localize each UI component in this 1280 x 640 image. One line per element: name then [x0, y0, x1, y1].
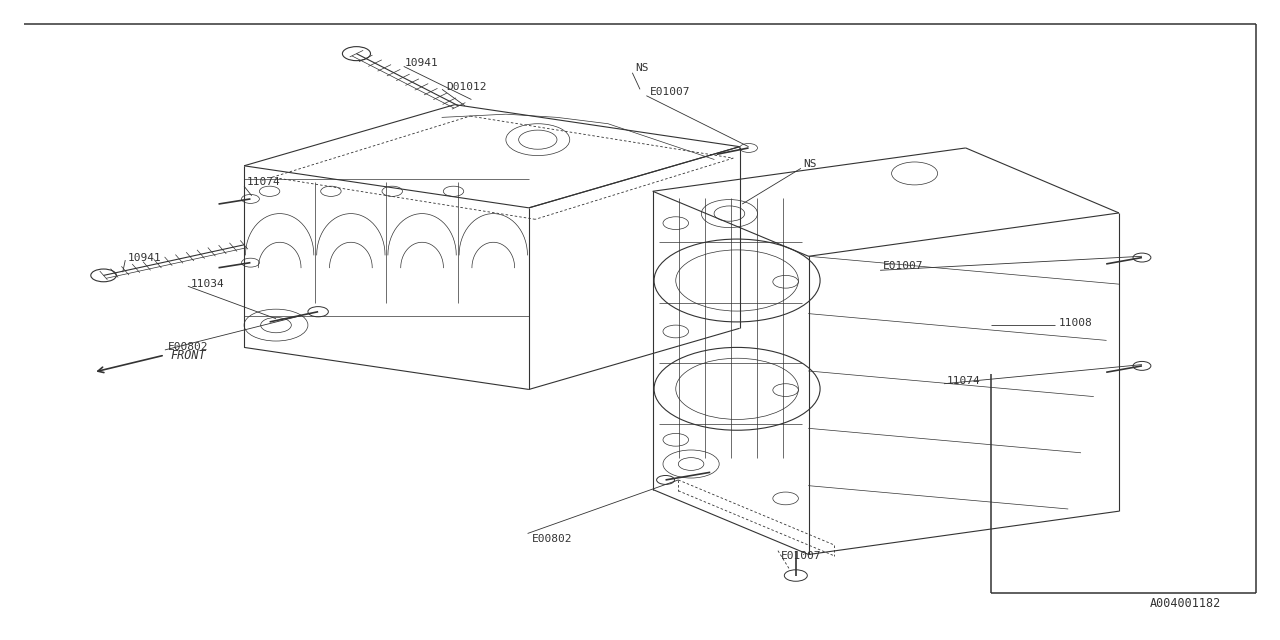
Text: E01007: E01007 [650, 87, 691, 97]
Text: E00802: E00802 [531, 534, 572, 543]
Text: E00802: E00802 [168, 342, 207, 352]
Text: FRONT: FRONT [170, 349, 206, 362]
Text: NS: NS [635, 63, 649, 74]
Text: E01007: E01007 [883, 261, 923, 271]
Text: A004001182: A004001182 [1149, 597, 1221, 610]
Text: 11074: 11074 [946, 376, 980, 385]
Text: NS: NS [804, 159, 817, 169]
Text: 11034: 11034 [191, 278, 224, 289]
Text: 10941: 10941 [128, 253, 161, 262]
Text: 11008: 11008 [1059, 318, 1093, 328]
Text: 10941: 10941 [404, 58, 439, 68]
Text: 11074: 11074 [247, 177, 280, 188]
Text: D01012: D01012 [445, 83, 486, 92]
Text: E01007: E01007 [781, 551, 820, 561]
